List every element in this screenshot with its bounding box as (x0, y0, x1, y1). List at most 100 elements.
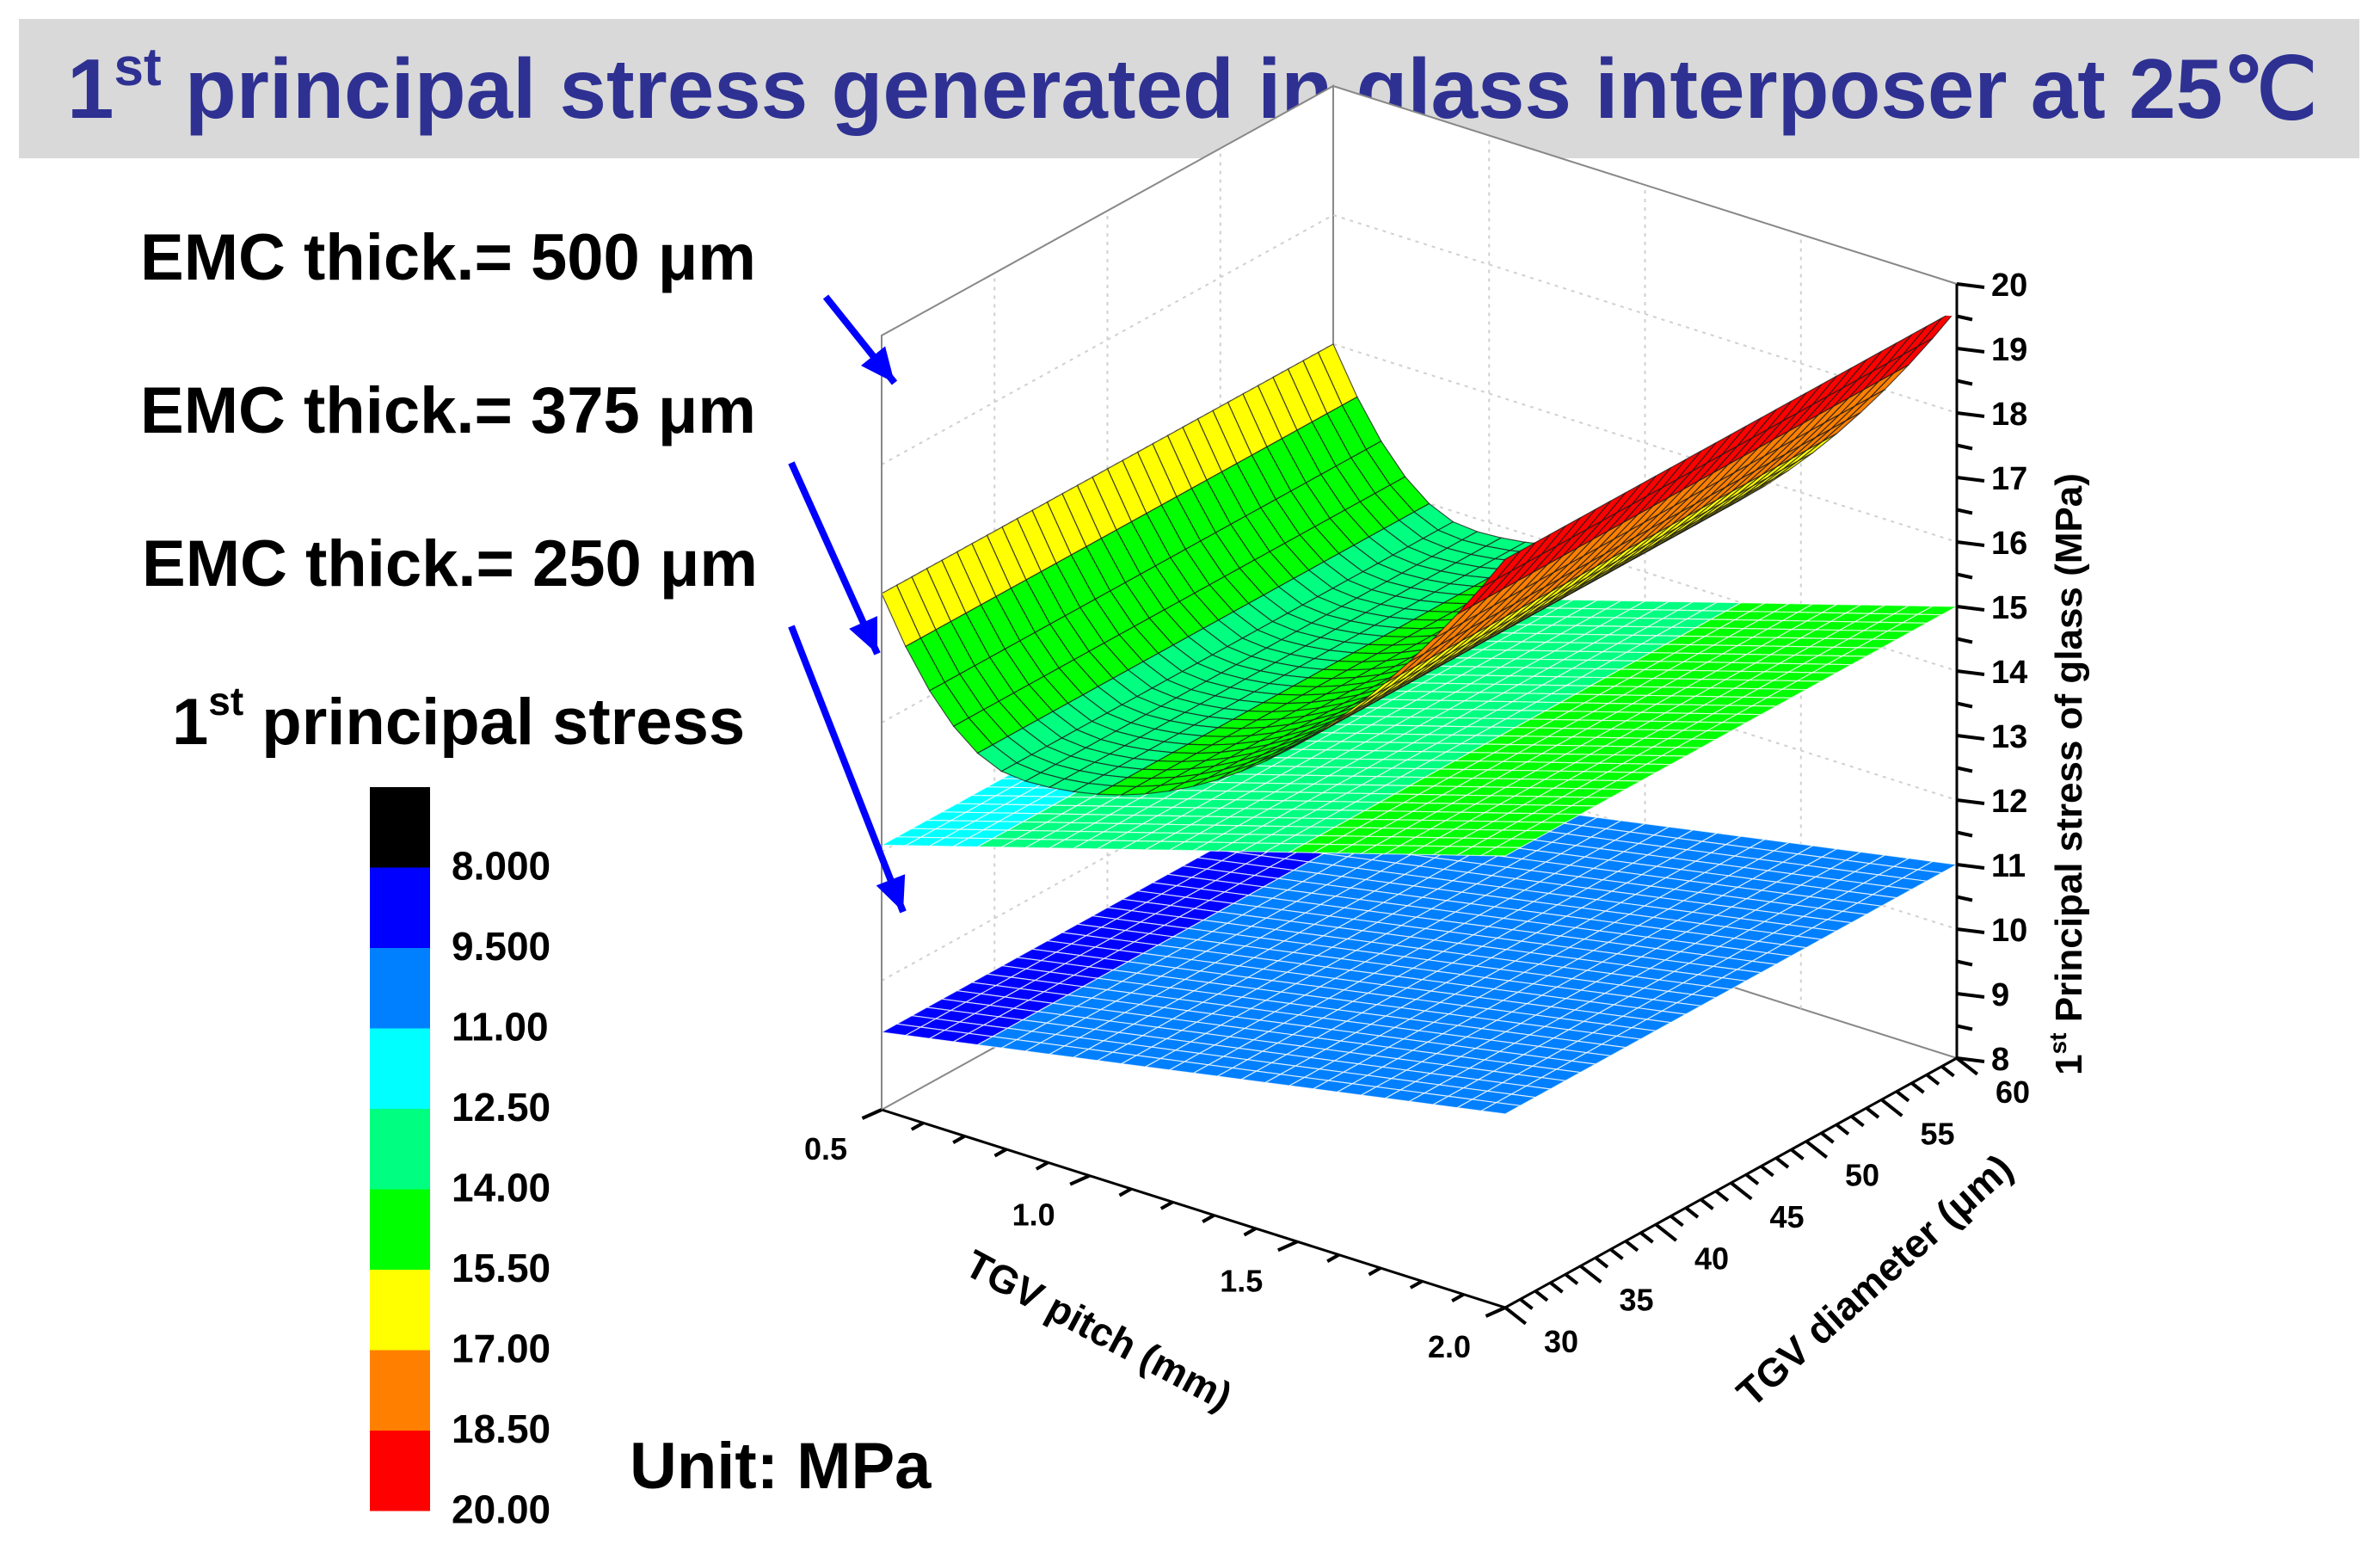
z-tick (1956, 669, 1985, 676)
z-tick (1956, 379, 1973, 386)
x-tick (1118, 1187, 1132, 1197)
legend-level-label: 17.00 (452, 1326, 550, 1371)
z-tick (1956, 959, 1973, 967)
y-tick (1700, 1197, 1714, 1210)
legend-level-label: 15.50 (452, 1246, 550, 1290)
x-tick (861, 1108, 883, 1120)
z-tick-label: 13 (1991, 719, 2027, 755)
legend-swatch (370, 1109, 430, 1190)
legend-swatch (370, 867, 430, 948)
y-tick (1744, 1173, 1760, 1185)
x-tick-label: 2.0 (1428, 1329, 1471, 1364)
y-tick-label: 40 (1694, 1240, 1729, 1276)
y-tick (1609, 1247, 1624, 1260)
y-tick (1670, 1215, 1684, 1228)
z-tick (1956, 605, 1985, 612)
legend-level-label: 8.000 (452, 844, 550, 889)
x-tick (1326, 1253, 1340, 1264)
x-tick (1451, 1292, 1465, 1303)
y-tick (1534, 1290, 1549, 1302)
z-tick-label: 19 (1991, 332, 2027, 368)
legend-swatch (370, 1189, 430, 1270)
x-tick (1202, 1213, 1215, 1224)
z-tick (1956, 637, 1973, 644)
surface-500 (881, 309, 1958, 796)
x-axis-title: TGV pitch (mm) (958, 1241, 1239, 1419)
y-tick (1865, 1106, 1880, 1119)
z-tick-label: 12 (1991, 784, 2027, 820)
y-tick (1850, 1115, 1865, 1128)
legend-level-label: 9.500 (452, 924, 550, 969)
y-tick-label: 30 (1544, 1324, 1578, 1359)
x-tick (1409, 1279, 1424, 1290)
z-tick (1956, 572, 1973, 580)
z-tick (1956, 895, 1973, 902)
z-tick (1956, 411, 1985, 418)
y-tick (1564, 1272, 1579, 1285)
y-tick (1519, 1297, 1534, 1310)
z-tick (1956, 540, 1985, 547)
series-label-250: EMC thick.= 250 μm (142, 527, 758, 600)
legend-swatch (370, 1431, 430, 1511)
z-tick-label: 10 (1991, 913, 2027, 949)
legend-title: 1st principal stress (172, 679, 745, 759)
z-tick (1956, 1024, 1973, 1031)
z-tick (1956, 992, 1985, 999)
y-tick (1955, 1056, 1979, 1076)
y-tick (1549, 1281, 1564, 1294)
x-tick (1485, 1306, 1506, 1318)
y-tick (1820, 1131, 1835, 1144)
arrow-head-1 (849, 616, 877, 654)
y-tick-label: 50 (1845, 1158, 1879, 1193)
z-tick (1956, 1056, 1985, 1063)
y-tick-label: 35 (1620, 1283, 1654, 1318)
legend-swatch (370, 1028, 430, 1109)
y-tick (1594, 1256, 1609, 1269)
unit-label: Unit: MPa (630, 1430, 932, 1503)
z-tick (1956, 734, 1985, 741)
z-tick-label: 20 (1991, 268, 2027, 304)
y-tick (1774, 1156, 1790, 1169)
y-tick (1654, 1222, 1678, 1242)
z-tick-label: 18 (1991, 397, 2027, 433)
y-tick (1925, 1073, 1940, 1086)
page-title: 1st principal stress generated in glass … (67, 38, 2318, 136)
z-tick (1956, 927, 1985, 934)
z-tick (1956, 830, 1973, 838)
y-tick-label: 55 (1921, 1116, 1955, 1151)
y-tick (1895, 1090, 1910, 1103)
y-tick (1940, 1065, 1955, 1078)
z-tick (1956, 701, 1973, 709)
legend-swatch (370, 787, 430, 868)
legend-swatch (370, 1350, 430, 1431)
surfaces (879, 309, 1959, 1115)
legend-level-label: 12.50 (452, 1085, 550, 1130)
x-tick-label: 0.5 (804, 1131, 847, 1166)
y-axis: 30 35 40 45 50 55 60 (1504, 1056, 2030, 1359)
y-tick (1910, 1081, 1925, 1094)
z-tick-label: 17 (1991, 461, 2027, 497)
title-bar: 1st principal stress generated in glass … (19, 19, 2359, 158)
x-tick (1243, 1227, 1257, 1237)
z-tick-label: 14 (1991, 655, 2027, 691)
z-tick (1956, 798, 1985, 805)
x-tick-label: 1.0 (1012, 1197, 1055, 1233)
y-tick (1730, 1181, 1753, 1201)
y-tick (1880, 1098, 1903, 1117)
z-tick-label: 16 (1991, 526, 2027, 562)
surface-375 (879, 594, 1959, 857)
z-tick (1956, 282, 1985, 289)
series-label-500: EMC thick.= 500 μm (140, 221, 756, 294)
x-tick (1368, 1266, 1381, 1277)
arrow-2 (788, 625, 907, 914)
z-tick-label: 8 (1991, 1042, 2009, 1078)
x-tick (910, 1121, 925, 1131)
y-tick (1805, 1140, 1829, 1159)
annotation-arrows (788, 294, 907, 914)
y-tick (1790, 1148, 1805, 1160)
y-tick (1835, 1123, 1850, 1136)
legend-swatch (370, 1270, 430, 1351)
y-tick (1504, 1306, 1528, 1326)
y-tick (1579, 1265, 1602, 1283)
